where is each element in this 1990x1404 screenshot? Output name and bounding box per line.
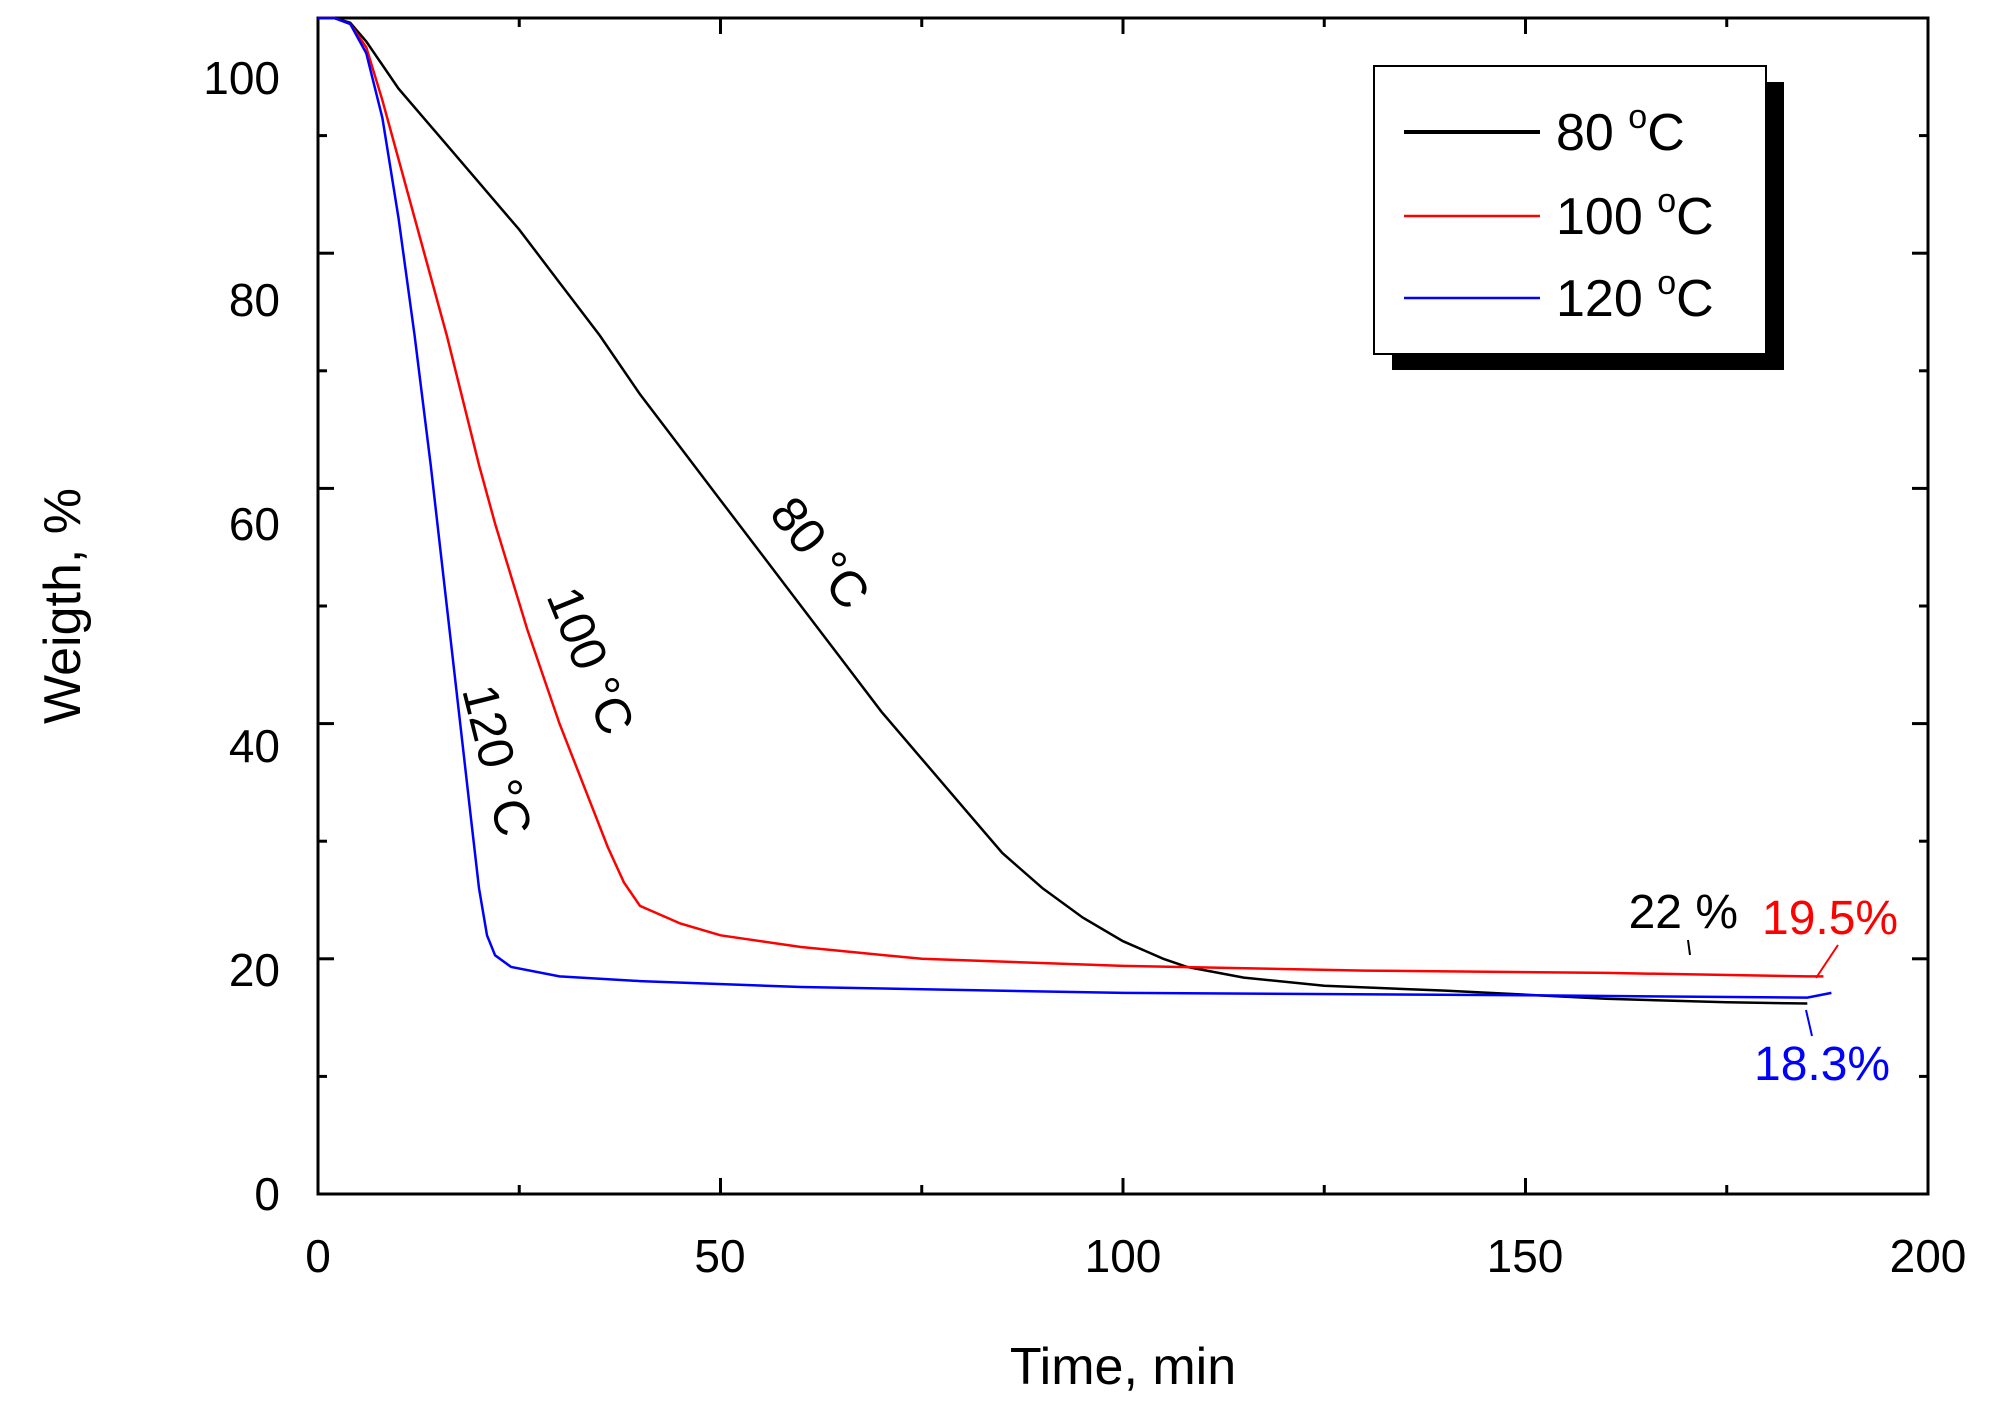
y-tick-label: 20 xyxy=(229,944,280,996)
x-tick-label: 50 xyxy=(694,1230,745,1282)
legend-box xyxy=(1373,65,1767,355)
annotation-120c-final: 18.3% xyxy=(1754,1038,1890,1091)
y-tick-label: 40 xyxy=(229,720,280,772)
x-tick-label: 150 xyxy=(1487,1230,1564,1282)
legend-label-80c: 80 oC xyxy=(1556,98,1685,162)
annotation-100c-final: 19.5% xyxy=(1762,892,1898,945)
series-line-80c xyxy=(318,16,1808,1005)
curve-label-100c: 100 °C xyxy=(536,579,645,742)
y-axis-title: Weigth, % xyxy=(34,488,92,724)
annotation-120c-arrow xyxy=(1805,1009,1813,1037)
x-tick-label: 0 xyxy=(305,1230,331,1282)
x-axis-title: Time, min xyxy=(1010,1338,1236,1396)
y-tick-label: 60 xyxy=(229,498,280,550)
x-tick-label: 200 xyxy=(1890,1230,1967,1282)
series-line-120c xyxy=(318,16,1832,999)
annotation-80c-final: 22 % xyxy=(1629,886,1738,939)
legend-label-120c: 120 oC xyxy=(1556,264,1714,328)
y-tick-label: 100 xyxy=(203,52,280,104)
curve-label-80c: 80 °C xyxy=(759,486,880,619)
series-line-100c xyxy=(318,16,1824,978)
y-tick-label: 80 xyxy=(229,274,280,326)
x-tick-label: 100 xyxy=(1085,1230,1162,1282)
annotation-80c-arrow xyxy=(1687,939,1691,956)
y-tick-label: 0 xyxy=(254,1168,280,1220)
legend-label-100c: 100 oC xyxy=(1556,182,1714,246)
annotation-100c-arrow xyxy=(1815,944,1839,979)
